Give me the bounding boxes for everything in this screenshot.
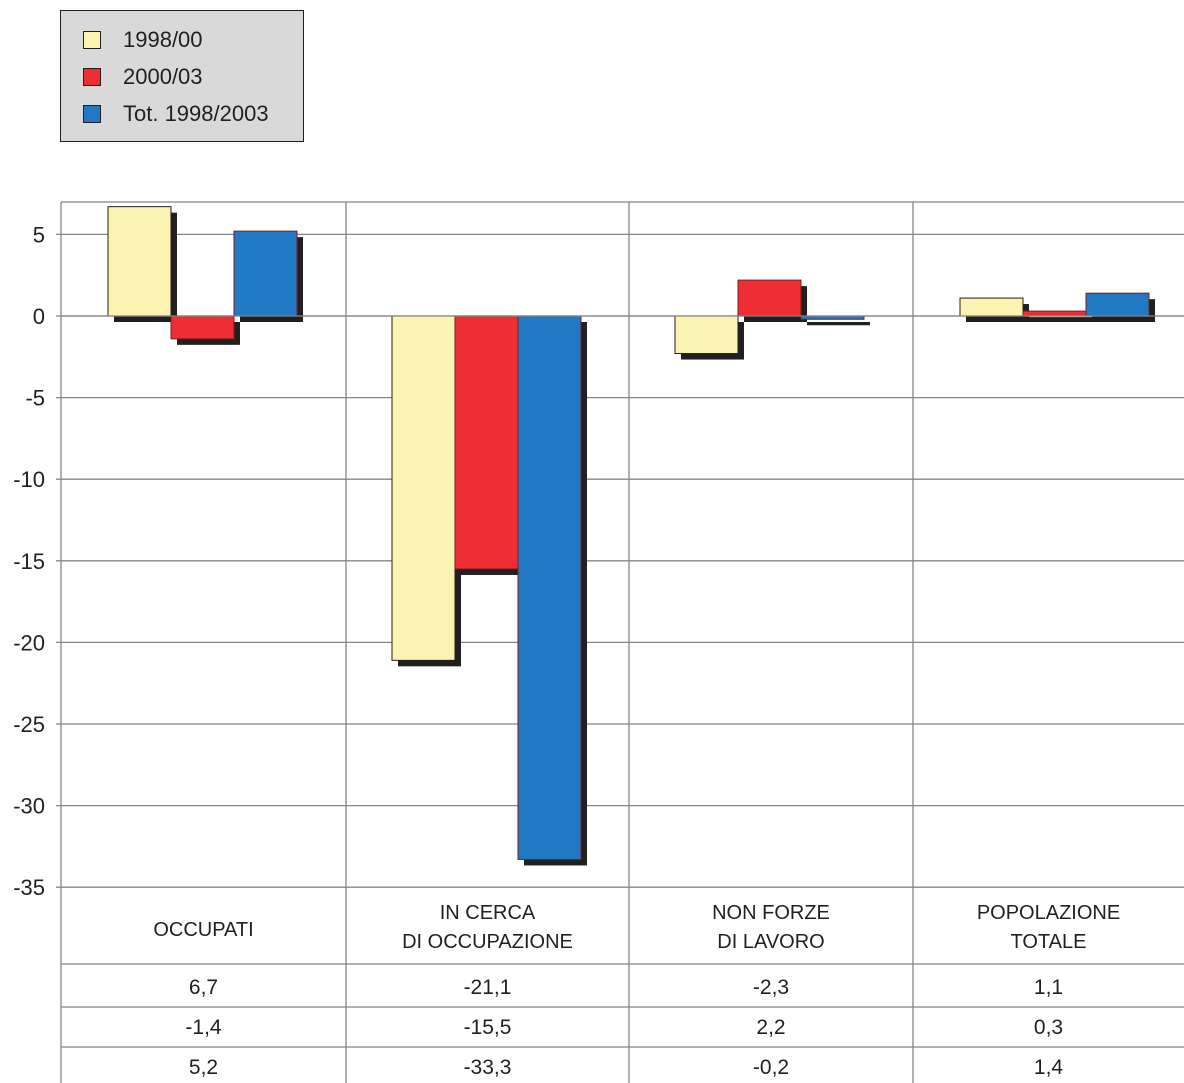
legend-item-2000-03: 2000/03	[83, 64, 203, 89]
legend-swatch-2000-03	[83, 68, 101, 86]
table-value-2000-03: 2,2	[756, 1016, 785, 1039]
category-label-in-cerca: IN CERCA	[440, 902, 536, 924]
legend-label-1998-00: 1998/00	[123, 27, 203, 52]
bar-1998-00-non-forze	[674, 315, 739, 355]
y-tick-label: -25	[13, 712, 45, 737]
table-value-1998-00: 1,1	[1034, 976, 1063, 999]
table-value-tot-1998-2003: 5,2	[189, 1056, 218, 1079]
bar-2000-03-non-forze	[737, 279, 802, 317]
legend-swatch-tot-1998-2003	[83, 105, 101, 123]
y-tick-label: -30	[13, 794, 45, 819]
bar-1998-00-in-cerca	[391, 315, 456, 661]
y-tick-label: -20	[13, 630, 45, 655]
category-label-occupati: OCCUPATI	[153, 919, 253, 941]
table-value-2000-03: 0,3	[1034, 1016, 1063, 1039]
bar-2000-03-in-cerca	[454, 315, 519, 570]
bar-tot-1998-2003-popolazione	[1085, 292, 1150, 317]
bar-1998-00-occupati	[107, 206, 172, 317]
legend-label-tot-1998-2003: Tot. 1998/2003	[123, 101, 269, 126]
table-value-tot-1998-2003: 1,4	[1034, 1056, 1064, 1079]
bar-2000-03-popolazione	[1022, 310, 1087, 317]
legend-label-2000-03: 2000/03	[123, 64, 203, 89]
y-tick-label: -5	[25, 386, 45, 411]
bar-tot-1998-2003-in-cerca	[517, 315, 582, 860]
legend-item-tot-1998-2003: Tot. 1998/2003	[83, 101, 269, 126]
category-label-non-forze: DI LAVORO	[717, 931, 824, 953]
y-tick-label: 5	[33, 222, 45, 247]
y-tick-label: -35	[13, 875, 45, 900]
table-value-1998-00: 6,7	[189, 976, 218, 999]
bar-shadow-2000-03-popolazione	[1029, 317, 1092, 322]
category-label-non-forze: NON FORZE	[712, 902, 830, 924]
legend-swatch-1998-00	[83, 31, 101, 49]
category-label-popolazione: TOTALE	[1011, 931, 1087, 953]
legend: 1998/00 2000/03 Tot. 1998/2003	[60, 10, 304, 142]
table-value-1998-00: -2,3	[753, 976, 789, 999]
table-value-2000-03: -1,4	[185, 1016, 222, 1039]
y-tick-label: 0	[33, 304, 45, 329]
table-value-1998-00: -21,1	[464, 976, 512, 999]
y-tick-label: -15	[13, 549, 45, 574]
bar-2000-03-occupati	[170, 315, 235, 340]
table-value-tot-1998-2003: -0,2	[753, 1056, 789, 1079]
bar-shadow-tot-1998-2003-non-forze	[807, 322, 870, 326]
bar-1998-00-popolazione	[959, 297, 1024, 317]
category-label-in-cerca: DI OCCUPAZIONE	[402, 931, 573, 953]
table-value-2000-03: -15,5	[464, 1016, 512, 1039]
legend-item-1998-00: 1998/00	[83, 27, 203, 52]
bar-tot-1998-2003-occupati	[233, 230, 298, 317]
category-label-popolazione: POPOLAZIONE	[977, 902, 1120, 924]
table-value-tot-1998-2003: -33,3	[464, 1056, 512, 1079]
y-tick-label: -10	[13, 467, 45, 492]
